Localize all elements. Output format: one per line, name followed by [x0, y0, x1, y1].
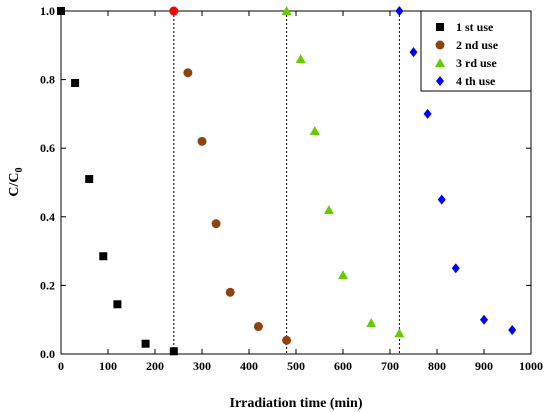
series-1-point: [169, 347, 178, 356]
series-4-point: [451, 263, 460, 274]
y-axis: 0.0 0.2 0.4 0.6 0.8 1.0: [40, 4, 531, 361]
x-tick-label: 0: [58, 359, 64, 373]
legend-label-4: 4 th use: [456, 74, 496, 88]
series-1-point: [85, 175, 94, 184]
legend-label-1: 1 st use: [456, 20, 494, 34]
svg-text:C/C0: C/C0: [7, 167, 25, 196]
legend-label-3: 3 rd use: [456, 56, 497, 70]
series-1-point: [99, 252, 108, 261]
x-tick-label: 300: [193, 359, 211, 373]
series-3-point: [338, 270, 348, 280]
series-1-point: [57, 7, 65, 15]
legend: 1 st use 2 nd use 3 rd use 4 th use: [420, 10, 532, 92]
y-tick-label: 0.2: [40, 278, 55, 292]
x-tick-label: 700: [381, 359, 399, 373]
series-1-point: [141, 339, 150, 348]
series-3-point: [366, 318, 377, 328]
legend-label-2: 2 nd use: [456, 38, 499, 52]
x-axis: 0 100 200 300 400 500 600 700 800 900 1000: [58, 11, 543, 373]
y-tick-label: 0.4: [40, 210, 55, 224]
series-4-point: [395, 6, 404, 16]
series-2-point: [211, 219, 221, 229]
x-tick-label: 1000: [519, 359, 543, 373]
y-tick-label: 0.6: [40, 141, 55, 155]
series-3-point: [281, 6, 292, 15]
x-tick-label: 800: [428, 359, 446, 373]
series-2-point: [253, 322, 263, 332]
x-tick-label: 400: [240, 359, 258, 373]
series-3-point: [309, 126, 320, 136]
y-tick-label: 1.0: [40, 4, 55, 18]
x-axis-title: Irradiation time (min): [230, 396, 363, 411]
series-3-point: [323, 204, 334, 214]
x-tick-label: 500: [287, 359, 305, 373]
series-1-point: [113, 300, 122, 309]
data-points: [57, 6, 517, 356]
y-tick-label: 0.0: [40, 347, 55, 361]
legend-marker-3: [435, 58, 445, 67]
x-tick-label: 900: [475, 359, 493, 373]
series-4-point: [480, 314, 488, 325]
legend-marker-2: [435, 40, 445, 50]
legend-marker-4: [436, 76, 444, 86]
series-2-point: [197, 136, 207, 146]
series-2-point: [282, 335, 292, 345]
x-tick-label: 600: [334, 359, 352, 373]
series-1-point: [71, 79, 80, 88]
segment-dividers: [173, 11, 400, 354]
x-tick-label: 100: [99, 359, 117, 373]
legend-marker-1: [436, 23, 444, 31]
series-4-point: [409, 47, 418, 58]
y-tick-label: 0.8: [40, 73, 55, 87]
y-axis-title-sub: 0: [14, 167, 25, 172]
series-4-point: [423, 108, 432, 119]
y-axis-title-main: C/C: [7, 172, 22, 196]
series-4-point: [508, 324, 517, 335]
series-3-point: [394, 328, 405, 338]
series-4-point: [437, 194, 446, 205]
series-2-start-point: [169, 6, 179, 16]
y-axis-title: C/C0: [7, 167, 25, 196]
series-3-point: [295, 54, 306, 64]
x-tick-label: 200: [146, 359, 164, 373]
series-2-point: [183, 68, 193, 78]
series-2-point: [225, 287, 235, 297]
